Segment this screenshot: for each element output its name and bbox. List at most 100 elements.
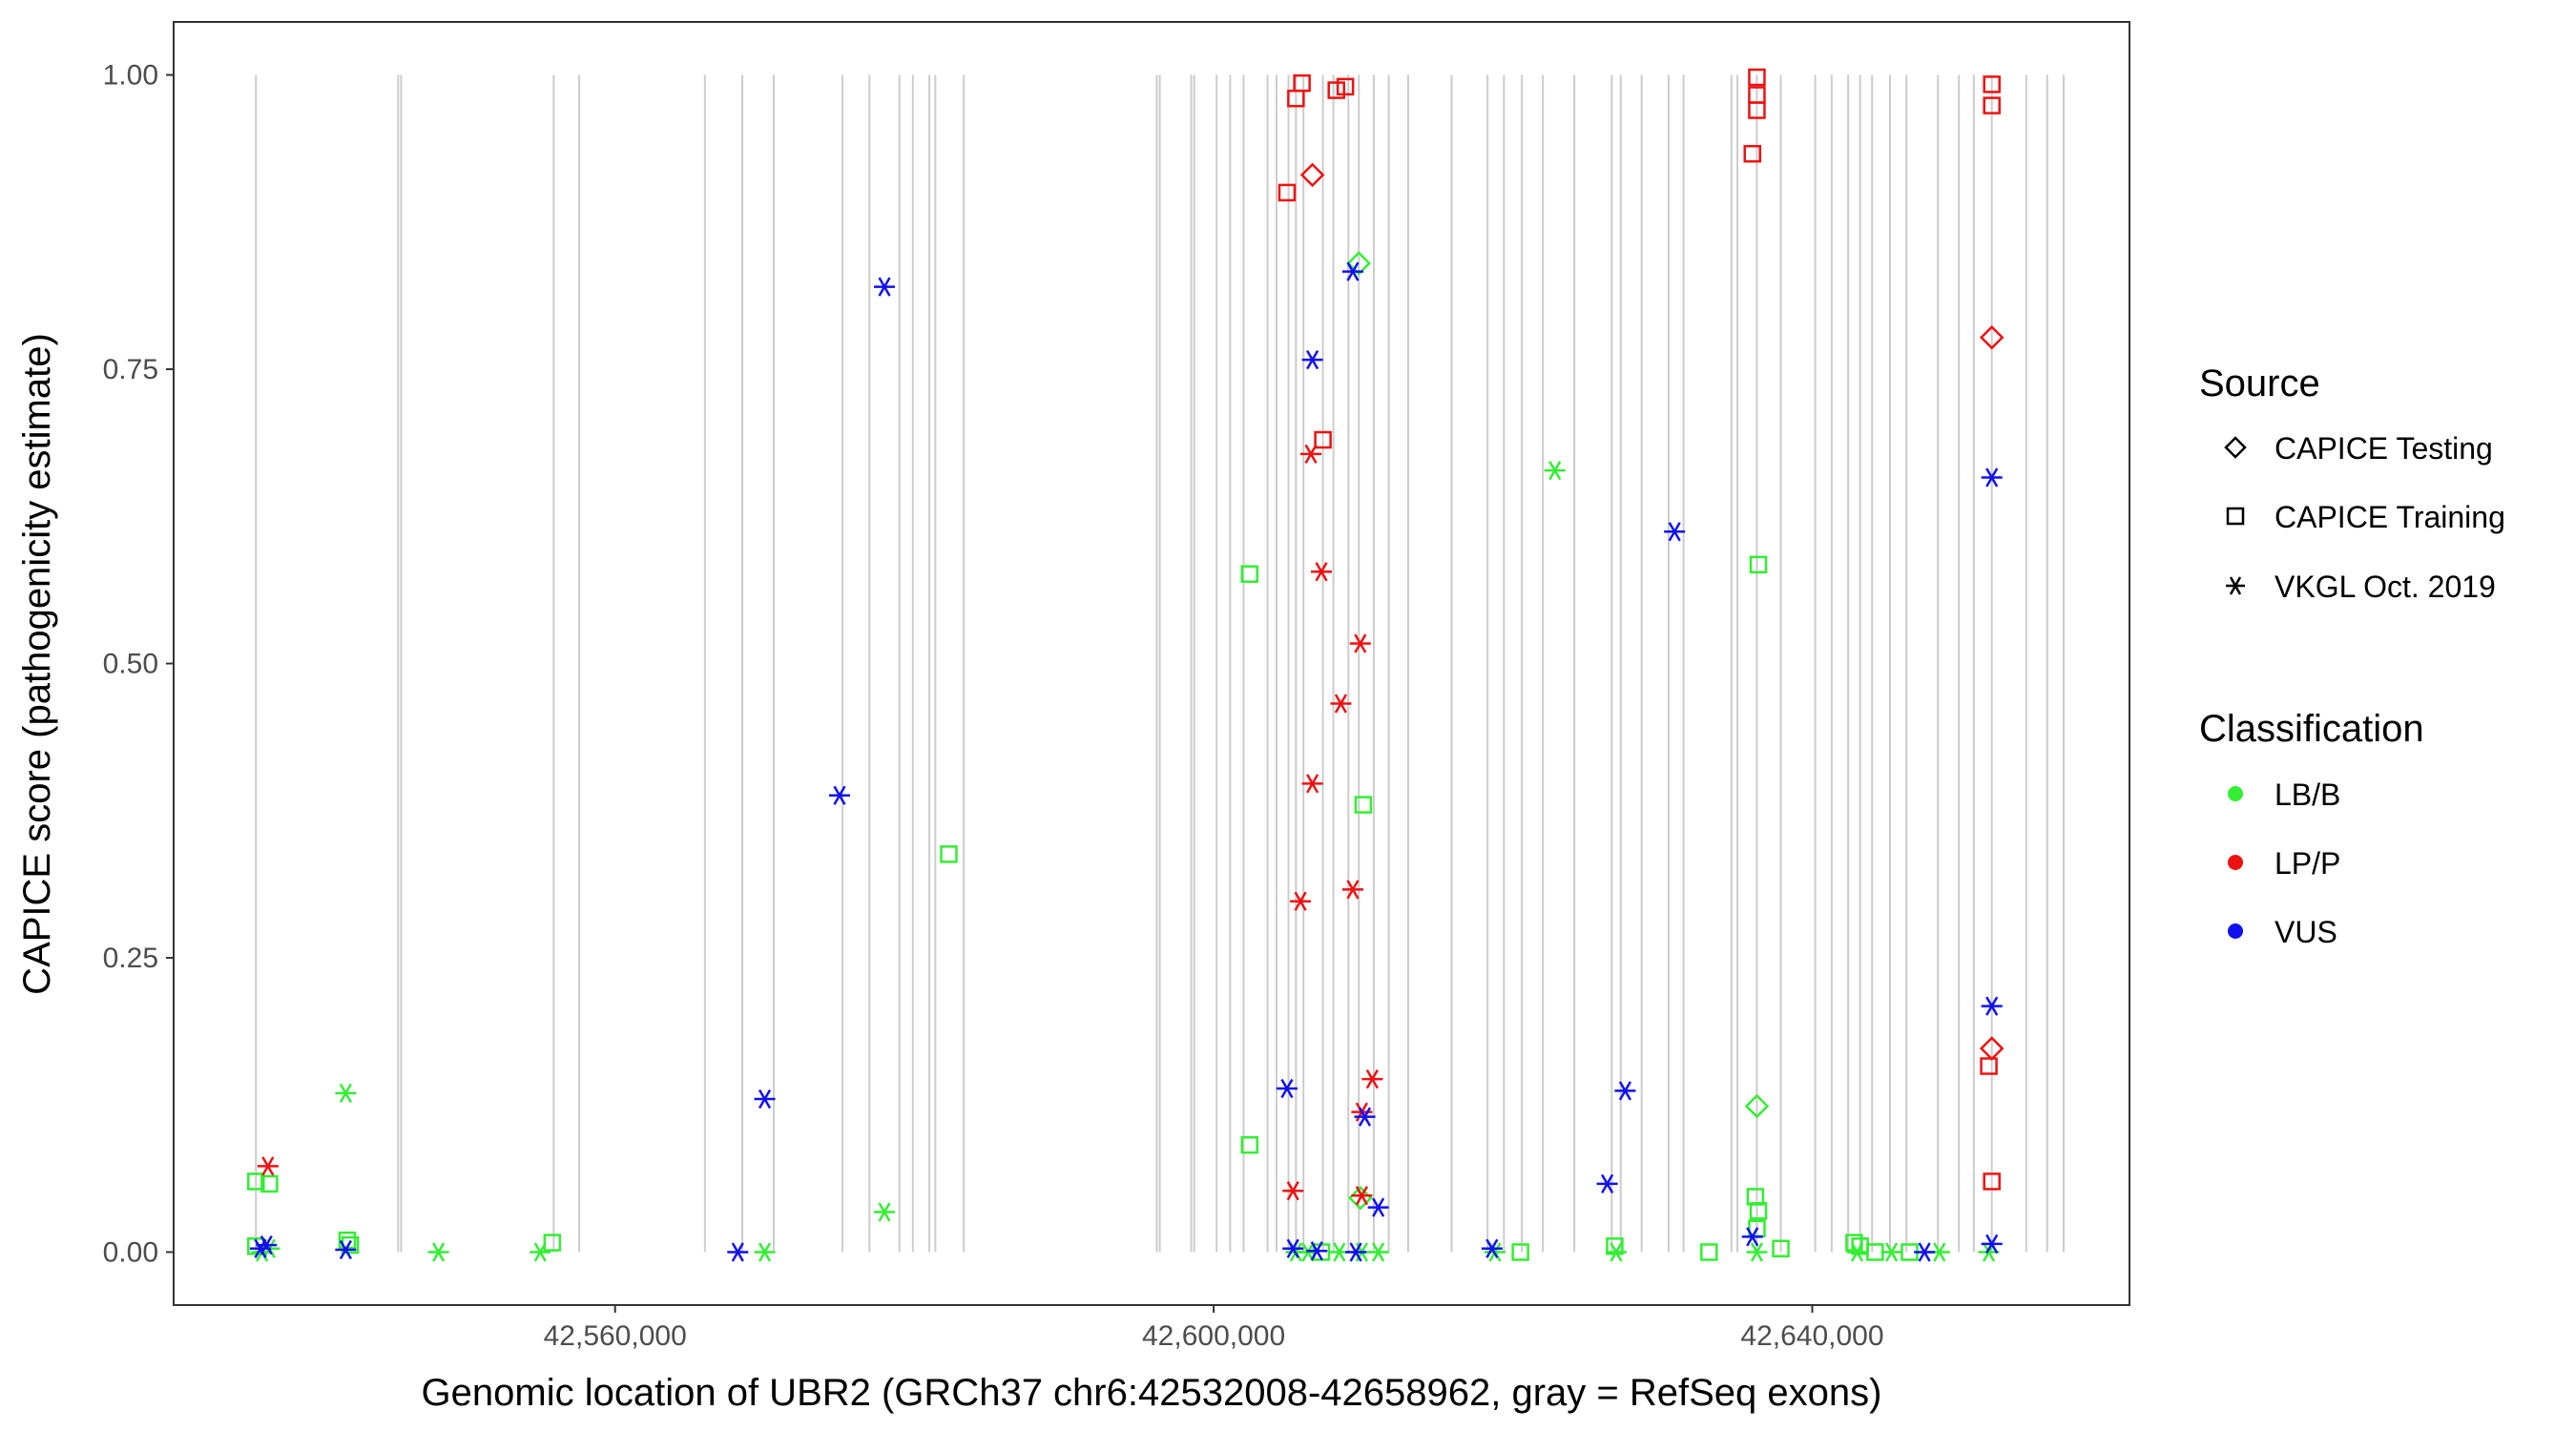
point-vus-asterisk-7	[1341, 261, 1363, 281]
point-lb-square-15	[1240, 1135, 1258, 1154]
legend-source-title: Source	[2199, 363, 2320, 404]
point-vus-asterisk-19	[1741, 1227, 1763, 1247]
point-lp-square-24	[1983, 96, 2001, 114]
y-tick-label-3: 0.75	[103, 354, 158, 385]
point-lb-asterisk-11	[754, 1242, 776, 1262]
legend-label-lb-b: LB/B	[2275, 778, 2340, 812]
point-lb-asterisk-40	[1846, 1242, 1868, 1262]
point-vus-asterisk-5	[828, 785, 850, 805]
legend: Source CAPICE Testing CAPICE Training VK…	[2199, 363, 2505, 949]
point-lb-square-27	[1511, 1243, 1529, 1261]
point-lb-square-34	[1749, 1202, 1768, 1220]
point-lp-asterisk-10	[1349, 633, 1371, 653]
point-vus-asterisk-9	[1276, 1078, 1298, 1099]
point-vus-asterisk-4	[754, 1089, 776, 1110]
point-vus-asterisk-6	[874, 277, 896, 297]
point-vus-asterisk-16	[1664, 522, 1686, 542]
y-tick-label-2: 0.50	[103, 649, 158, 680]
point-lp-asterisk-11	[1330, 694, 1352, 714]
blue-dot-icon	[2228, 923, 2243, 939]
red-dot-icon	[2228, 855, 2243, 870]
point-lp-square-7	[1314, 430, 1332, 449]
point-lp-diamond-25	[1979, 324, 2005, 350]
legend-label-lp-p: LP/P	[2275, 846, 2340, 881]
point-lb-square-0	[247, 1172, 265, 1191]
legend-classification-title: Classification	[2199, 708, 2424, 750]
y-tick-label-0: 0.00	[103, 1236, 158, 1268]
point-lp-square-28	[1983, 1172, 2001, 1191]
legend-label-vkgl: VKGL Oct. 2019	[2275, 570, 2496, 604]
point-lb-square-10	[543, 1234, 562, 1252]
y-axis-title: CAPICE score (pathogenicity estimate)	[16, 333, 58, 995]
point-vus-asterisk-1	[256, 1234, 278, 1255]
point-lb-asterisk-25	[1544, 461, 1566, 481]
point-lp-asterisk-0	[257, 1156, 279, 1176]
point-lp-asterisk-17	[1282, 1181, 1304, 1201]
x-axis: 42,560,000 42,600,000 42,640,000	[544, 1305, 1884, 1352]
point-lp-square-4	[1336, 77, 1355, 96]
point-vus-asterisk-21	[1981, 467, 2003, 487]
point-lb-square-1	[260, 1174, 279, 1193]
point-vus-asterisk-8	[1301, 350, 1323, 370]
point-vus-asterisk-20	[1914, 1242, 1936, 1262]
square-icon	[2226, 507, 2245, 526]
point-vus-asterisk-2	[335, 1239, 357, 1260]
x-tick-label-2: 42,640,000	[1740, 1320, 1883, 1352]
diamond-icon	[2224, 436, 2247, 459]
y-tick-label-4: 1.00	[103, 60, 158, 92]
point-vus-asterisk-12	[1282, 1238, 1304, 1258]
point-lp-diamond-5	[1299, 162, 1325, 188]
point-lp-square-27	[1980, 1057, 1998, 1075]
point-lb-asterisk-29	[1606, 1242, 1628, 1262]
series-vus	[249, 261, 2003, 1262]
data-points	[247, 68, 2005, 1262]
point-lb-diamond-16	[1346, 251, 1371, 276]
legend-item-capice-training: CAPICE Training	[2226, 500, 2505, 534]
point-vus-asterisk-14	[1345, 1242, 1367, 1262]
x-tick-label-1: 42,600,000	[1142, 1320, 1285, 1352]
point-lb-square-14	[1240, 565, 1258, 583]
point-vus-asterisk-23	[1981, 1234, 2003, 1254]
legend-label-capice-testing: CAPICE Testing	[2275, 431, 2493, 466]
green-dot-icon	[2228, 786, 2243, 801]
point-lp-square-19	[1748, 68, 1766, 87]
legend-item-lp-p: LP/P	[2228, 846, 2340, 881]
point-lb-asterisk-8	[427, 1242, 449, 1262]
point-lp-asterisk-15	[1361, 1068, 1383, 1089]
point-lb-square-17	[1354, 796, 1373, 814]
legend-item-vus: VUS	[2228, 915, 2337, 949]
point-lp-square-23	[1983, 75, 2001, 93]
point-lb-square-38	[1845, 1234, 1863, 1252]
legend-item-vkgl: VKGL Oct. 2019	[2226, 570, 2496, 604]
point-lp-asterisk-14	[1290, 891, 1312, 911]
y-axis: 0.00 0.25 0.50 0.75 1.00	[103, 60, 174, 1268]
asterisk-icon	[2226, 576, 2245, 595]
point-vus-asterisk-3	[727, 1242, 749, 1262]
point-lb-diamond-32	[1744, 1093, 1770, 1119]
point-vus-asterisk-15	[1481, 1238, 1503, 1258]
point-lp-square-3	[1327, 81, 1345, 99]
point-vus-asterisk-22	[1981, 996, 2003, 1016]
legend-label-vus: VUS	[2275, 915, 2337, 949]
point-lp-square-22	[1743, 144, 1761, 163]
point-lb-asterisk-12	[874, 1202, 896, 1222]
legend-item-capice-testing: CAPICE Testing	[2224, 431, 2493, 466]
point-vus-asterisk-10	[1354, 1107, 1376, 1127]
point-vus-asterisk-11	[1367, 1197, 1389, 1217]
point-lp-square-2	[1287, 89, 1305, 108]
point-lp-asterisk-8	[1300, 444, 1322, 464]
point-lp-asterisk-12	[1301, 774, 1323, 794]
x-axis-title: Genomic location of UBR2 (GRCh37 chr6:42…	[422, 1372, 1882, 1414]
point-lp-asterisk-13	[1341, 880, 1363, 900]
point-lb-square-30	[1700, 1243, 1718, 1261]
point-lp-square-21	[1748, 101, 1766, 119]
y-tick-label-1: 0.25	[103, 943, 158, 974]
legend-label-capice-training: CAPICE Training	[2275, 500, 2505, 534]
point-vus-asterisk-17	[1614, 1081, 1636, 1101]
point-lb-asterisk-5	[335, 1083, 357, 1104]
point-lp-asterisk-9	[1311, 562, 1333, 582]
point-lb-asterisk-24	[1367, 1242, 1389, 1262]
point-lb-asterisk-42	[1880, 1242, 1902, 1262]
point-lp-square-6	[1278, 183, 1297, 202]
